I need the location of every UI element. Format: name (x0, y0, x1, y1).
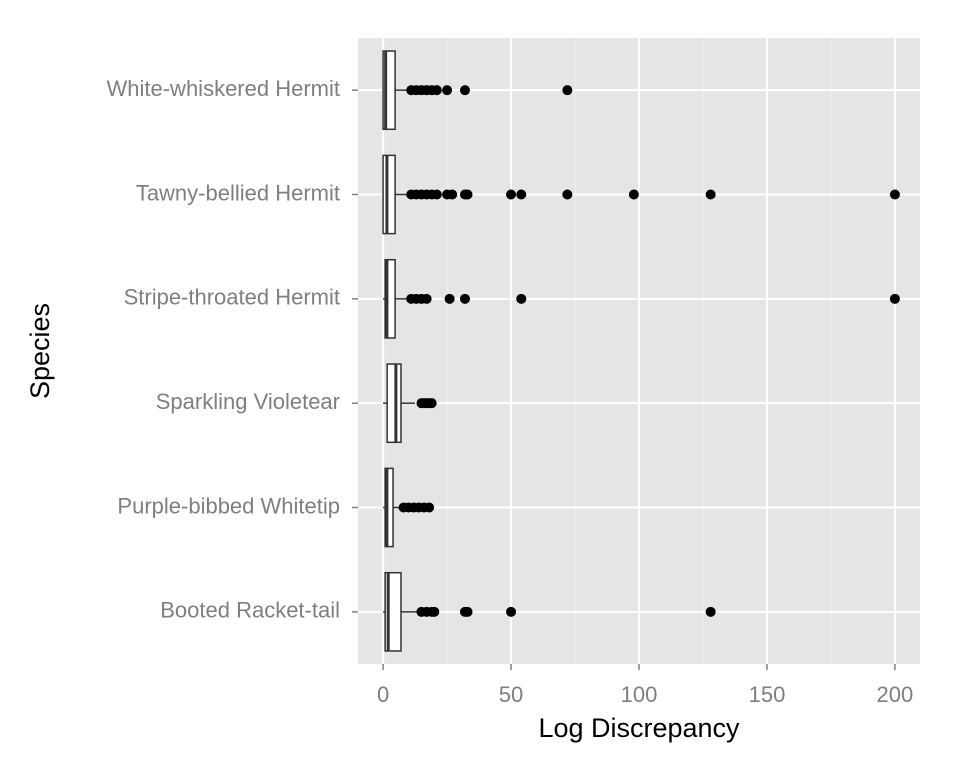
outlier (459, 85, 470, 96)
outlier (429, 606, 440, 617)
outlier (628, 189, 639, 200)
outlier (506, 189, 517, 200)
outlier (459, 293, 470, 304)
outlier (421, 293, 432, 304)
x-tick-label: 0 (377, 682, 389, 707)
outlier (889, 189, 900, 200)
x-axis-title: Log Discrepancy (538, 713, 740, 743)
outlier (442, 85, 453, 96)
outlier (431, 85, 442, 96)
box (386, 363, 402, 444)
x-tick-label: 50 (499, 682, 523, 707)
x-tick-label: 150 (749, 682, 786, 707)
outlier (424, 502, 435, 513)
outlier (889, 293, 900, 304)
y-tick-label: Tawny-bellied Hermit (136, 180, 340, 205)
box (384, 467, 394, 548)
y-tick-label: White-whiskered Hermit (107, 76, 341, 101)
outlier (705, 606, 716, 617)
y-tick-label: Purple-bibbed Whitetip (117, 493, 340, 518)
y-tick-label: Sparkling Violetear (156, 389, 340, 414)
box (384, 258, 396, 339)
outlier (506, 606, 517, 617)
y-tick-label: Stripe-throated Hermit (124, 285, 340, 310)
outlier (705, 189, 716, 200)
outlier (516, 293, 527, 304)
y-tick-label: Booted Racket-tail (160, 598, 340, 623)
outlier (562, 85, 573, 96)
outlier (431, 189, 442, 200)
box (382, 154, 396, 235)
x-tick-label: 200 (877, 682, 914, 707)
outlier (562, 189, 573, 200)
x-tick-label: 100 (621, 682, 658, 707)
outlier (462, 189, 473, 200)
outlier (426, 398, 437, 409)
outlier (462, 606, 473, 617)
outlier (444, 293, 455, 304)
y-axis-title: Species (25, 303, 55, 399)
outlier (447, 189, 458, 200)
outlier (516, 189, 527, 200)
